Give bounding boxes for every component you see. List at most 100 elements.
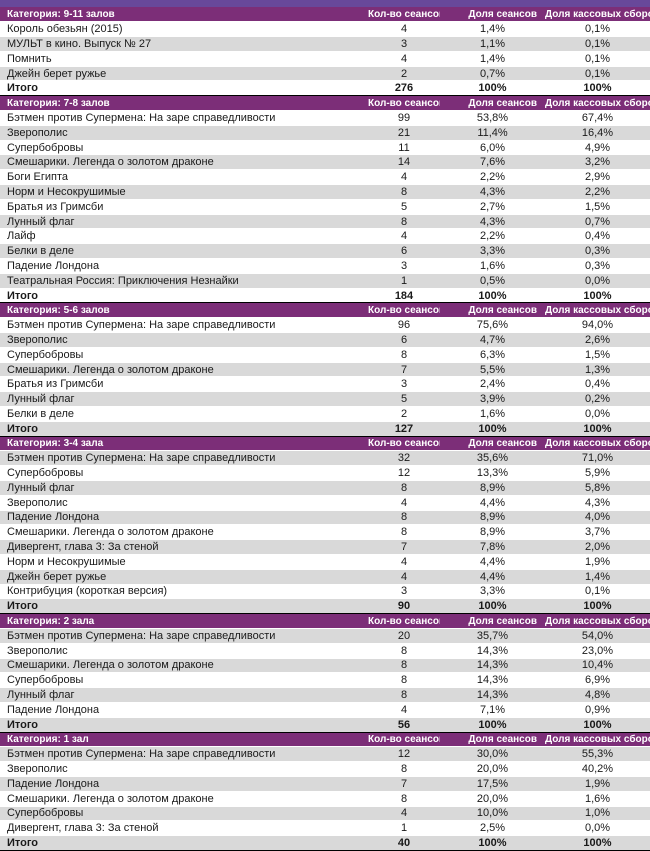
sessions-share-cell: 13,3% (440, 465, 545, 481)
boxoffice-share-cell: 0,0% (545, 273, 650, 289)
film-title-cell: Супербобровы (0, 672, 368, 689)
category-header-row: Категория: 1 зал Кол-во сеансов Доля сеанс… (0, 732, 650, 748)
boxoffice-share-cell: 5,8% (545, 480, 650, 496)
sessions-share-cell: 100% (440, 716, 545, 733)
sessions-share-cell: 4,7% (440, 332, 545, 348)
boxoffice-share-cell: 16,4% (545, 125, 650, 141)
film-row: Бэтмен против Супермена: На заре справед… (0, 110, 650, 126)
column-header: Кол-во сеансов (368, 732, 440, 748)
sessions-share-cell: 7,8% (440, 539, 545, 555)
boxoffice-share-cell: 10,4% (545, 658, 650, 674)
film-row: Зверополис 8 14,3% 23,0% (0, 643, 650, 659)
film-row: Зверополис 21 11,4% 16,4% (0, 125, 650, 141)
sessions-share-cell: 4,4% (440, 569, 545, 585)
sessions-share-cell: 11,4% (440, 125, 545, 141)
boxoffice-share-cell: 5,9% (545, 465, 650, 481)
film-row: Бэтмен против Супермена: На заре справед… (0, 317, 650, 334)
sessions-count-cell: 8 (368, 510, 440, 526)
sessions-share-cell: 14,3% (440, 643, 545, 659)
sessions-count-cell: 2 (368, 406, 440, 422)
sessions-share-cell: 20,0% (440, 791, 545, 807)
film-row: Супербобровы 4 10,0% 1,0% (0, 806, 650, 822)
film-title-cell: Зверополис (0, 125, 368, 141)
boxoffice-share-cell: 0,1% (545, 21, 650, 38)
film-row: Белки в деле 6 3,3% 0,3% (0, 243, 650, 260)
film-row: Лунный флаг 8 8,9% 5,8% (0, 480, 650, 496)
boxoffice-share-cell: 0,1% (545, 584, 650, 600)
film-title-cell: Норм и Несокрушимые (0, 554, 368, 570)
sessions-count-cell: 14 (368, 154, 440, 171)
sessions-count-cell: 1 (368, 820, 440, 837)
sessions-count-cell: 40 (368, 835, 440, 851)
film-row: Падение Лондона 7 17,5% 1,9% (0, 776, 650, 792)
sessions-share-cell: 7,6% (440, 154, 545, 171)
column-header: Доля сеансов (440, 302, 545, 319)
sessions-share-cell: 1,6% (440, 406, 545, 422)
category-label: Категория: 5-6 залов (0, 302, 368, 319)
film-title-cell: Зверополис (0, 643, 368, 659)
category-header-row: Категория: 2 зала Кол-во сеансов Доля сеан… (0, 613, 650, 629)
film-title-cell: Лунный флаг (0, 391, 368, 408)
film-title-cell: Белки в деле (0, 243, 368, 260)
report-table-body: Категория: 9-11 залов Кол-во сеансов Доля … (0, 7, 650, 851)
boxoffice-share-cell: 1,6% (545, 791, 650, 807)
column-header: Доля кассовых сборов (545, 302, 650, 319)
film-title-cell: МУЛЬТ в кино. Выпуск № 27 (0, 36, 368, 52)
column-header: Доля сеансов (440, 7, 545, 23)
boxoffice-share-cell: 2,0% (545, 539, 650, 555)
film-row: Зверополис 4 4,4% 4,3% (0, 495, 650, 511)
total-label-cell: Итого (0, 835, 368, 851)
sessions-count-cell: 4 (368, 51, 440, 67)
sessions-count-cell: 8 (368, 214, 440, 230)
sessions-count-cell: 4 (368, 554, 440, 570)
boxoffice-share-cell: 100% (545, 80, 650, 97)
column-header: Доля сеансов (440, 732, 545, 748)
sessions-count-cell: 8 (368, 658, 440, 674)
total-row: Итого 40 100% 100% (0, 835, 650, 851)
sessions-count-cell: 4 (368, 569, 440, 585)
film-title-cell: Бэтмен против Супермена: На заре справед… (0, 746, 368, 763)
sessions-share-cell: 1,4% (440, 51, 545, 67)
boxoffice-share-cell: 0,1% (545, 66, 650, 82)
sessions-count-cell: 7 (368, 362, 440, 378)
column-header: Доля кассовых сборов (545, 95, 650, 112)
film-row: Лайф 4 2,2% 0,4% (0, 228, 650, 245)
sessions-share-cell: 8,9% (440, 480, 545, 496)
film-row: Норм и Несокрушимые 8 4,3% 2,2% (0, 184, 650, 200)
film-title-cell: Бэтмен против Супермена: На заре справед… (0, 110, 368, 126)
column-header: Кол-во сеансов (368, 302, 440, 319)
film-title-cell: Братья из Гримсби (0, 199, 368, 215)
film-row: Дивергент, глава 3: За стеной 1 2,5% 0,0% (0, 820, 650, 837)
sessions-count-cell: 21 (368, 125, 440, 141)
sessions-count-cell: 7 (368, 539, 440, 555)
sessions-count-cell: 8 (368, 687, 440, 703)
boxoffice-share-cell: 1,5% (545, 199, 650, 215)
sessions-count-cell: 96 (368, 317, 440, 334)
film-title-cell: Лунный флаг (0, 480, 368, 496)
sessions-share-cell: 100% (440, 835, 545, 851)
sessions-share-cell: 14,3% (440, 687, 545, 703)
boxoffice-share-cell: 0,1% (545, 36, 650, 52)
film-title-cell: Падение Лондона (0, 510, 368, 526)
sessions-share-cell: 20,0% (440, 761, 545, 777)
boxoffice-share-cell: 1,5% (545, 347, 650, 363)
column-header: Доля сеансов (440, 613, 545, 629)
boxoffice-share-cell: 2,9% (545, 169, 650, 186)
sessions-share-cell: 1,4% (440, 21, 545, 38)
film-title-cell: Король обезьян (2015) (0, 21, 368, 38)
sessions-count-cell: 6 (368, 243, 440, 260)
sessions-share-cell: 3,3% (440, 584, 545, 600)
column-header: Кол-во сеансов (368, 7, 440, 23)
sessions-share-cell: 7,1% (440, 702, 545, 718)
boxoffice-share-cell: 4,9% (545, 140, 650, 156)
sessions-share-cell: 1,6% (440, 258, 545, 274)
sessions-share-cell: 3,9% (440, 391, 545, 408)
film-title-cell: Падение Лондона (0, 776, 368, 792)
sessions-count-cell: 8 (368, 672, 440, 689)
sessions-share-cell: 10,0% (440, 806, 545, 822)
film-row: Театральная Россия: Приключения Незнайки… (0, 273, 650, 289)
column-header: Доля кассовых сборов (545, 732, 650, 748)
sessions-share-cell: 2,4% (440, 376, 545, 393)
sessions-count-cell: 8 (368, 643, 440, 659)
total-label-cell: Итого (0, 598, 368, 615)
